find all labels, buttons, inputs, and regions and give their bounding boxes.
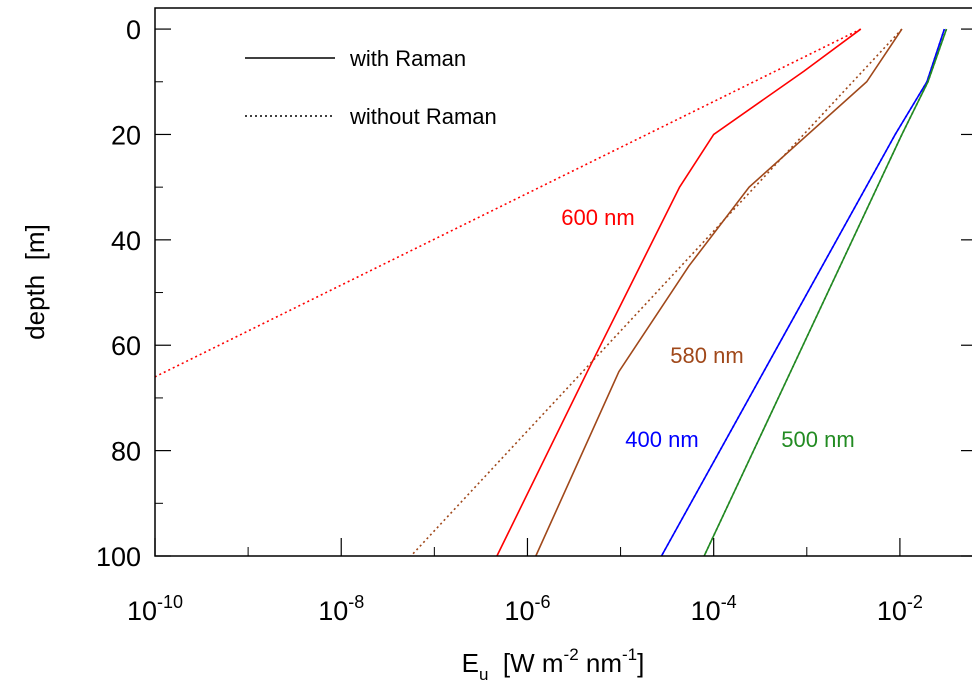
x-axis-label-part: [W m [488, 648, 563, 678]
series-line [496, 28, 862, 556]
tick-base: 10 [127, 596, 157, 626]
x-tick-label: 10-8 [318, 592, 364, 626]
tick-base: 10 [691, 596, 721, 626]
x-axis-label-part: u [479, 665, 488, 684]
legend-label: with Raman [349, 46, 466, 71]
tick-exponent: -2 [907, 592, 923, 612]
y-tick-label: 0 [126, 15, 141, 45]
y-tick-label: 80 [111, 437, 141, 467]
plot-area [155, 28, 948, 556]
legend-label: without Raman [349, 104, 497, 129]
series-label: 500 nm [781, 427, 854, 452]
y-axis-label: depth [m] [20, 224, 50, 340]
y-tick-label: 40 [111, 226, 141, 256]
series-label: 400 nm [625, 427, 698, 452]
series-line [155, 28, 862, 378]
series-line [535, 28, 903, 556]
tick-exponent: -4 [721, 592, 737, 612]
y-tick-label: 20 [111, 120, 141, 150]
y-tick-label: 60 [111, 331, 141, 361]
series-label: 600 nm [561, 205, 634, 230]
plot-frame [154, 7, 972, 557]
x-axis-label-part: -1 [622, 645, 637, 664]
x-axis-label-part: -2 [564, 645, 579, 664]
tick-base: 10 [504, 596, 534, 626]
tick-base: 10 [877, 596, 907, 626]
x-tick-label: 10-6 [504, 592, 550, 626]
series-line [410, 28, 903, 556]
x-tick-label: 10-4 [691, 592, 737, 626]
series-line [703, 28, 948, 556]
y-tick-label: 100 [96, 542, 141, 572]
x-tick-label: 10-2 [877, 592, 923, 626]
tick-base: 10 [318, 596, 348, 626]
x-axis-label-part: ] [637, 648, 644, 678]
series-label: 580 nm [670, 343, 743, 368]
series-line [660, 28, 946, 556]
series-line [660, 28, 946, 556]
tick-exponent: -6 [534, 592, 550, 612]
x-axis-label-part: E [462, 648, 479, 678]
tick-exponent: -8 [348, 592, 364, 612]
x-axis-label: Eu [W m-2 nm-1] [462, 645, 645, 684]
x-tick-label: 10-10 [127, 592, 183, 626]
x-axis-label-part: nm [579, 648, 622, 678]
tick-exponent: -10 [157, 592, 183, 612]
